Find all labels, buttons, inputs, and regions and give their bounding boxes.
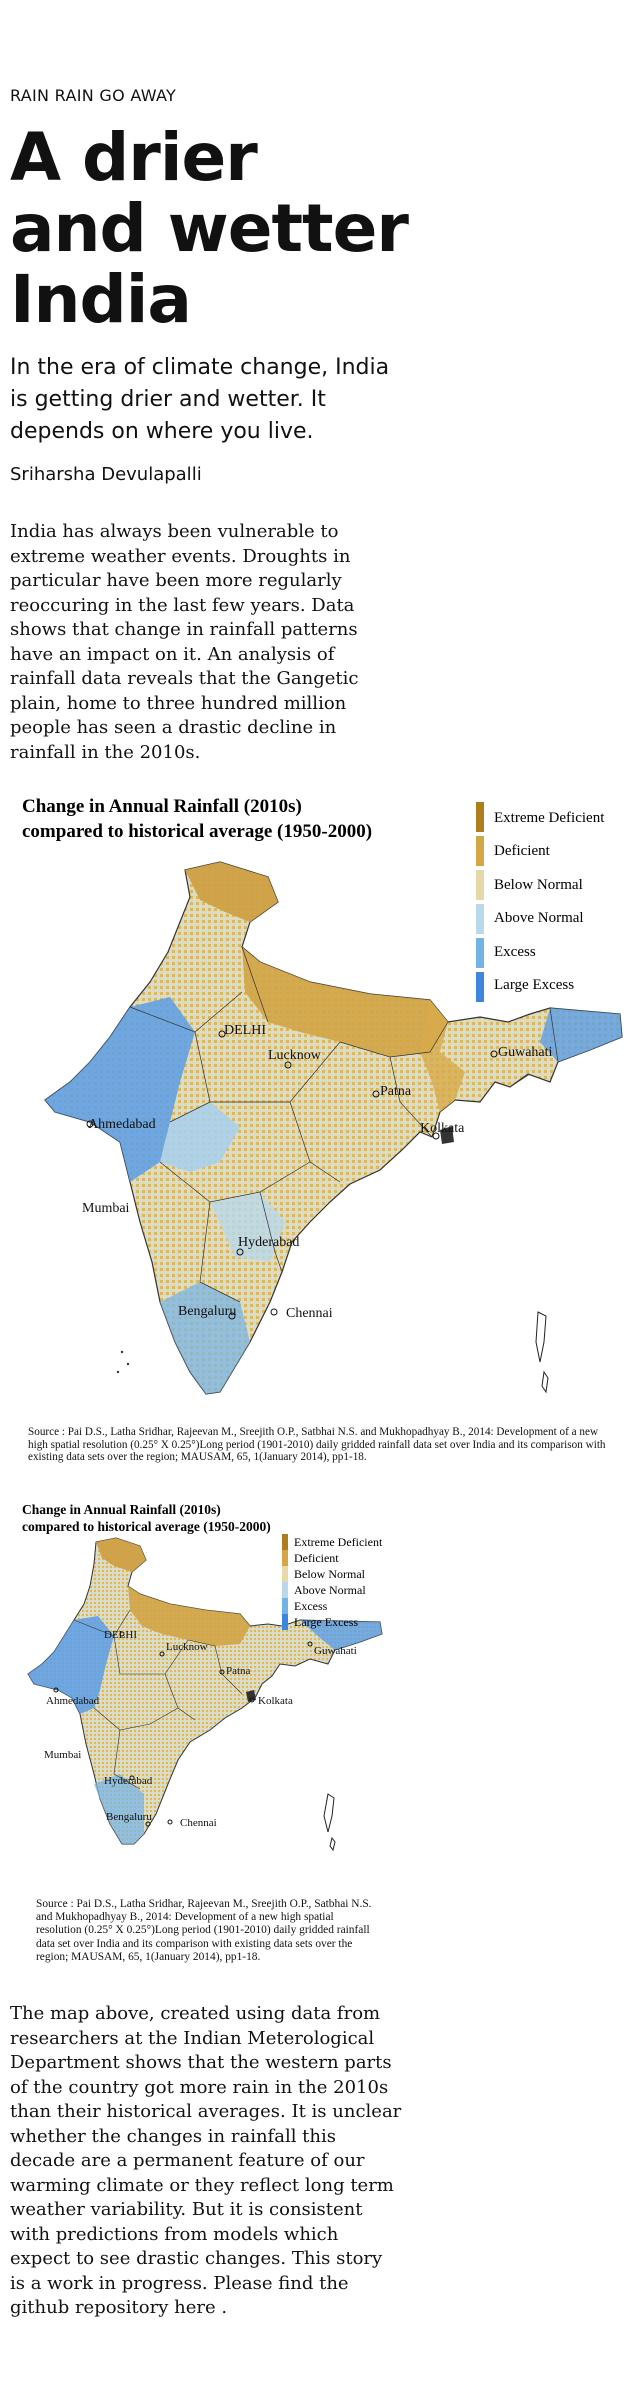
article-title: A drier and wetter India	[10, 119, 409, 338]
kicker: RAIN RAIN GO AWAY	[10, 86, 177, 105]
legend-label: Large Excess	[294, 1615, 358, 1629]
city-marker	[236, 1248, 244, 1256]
city-marker	[490, 1050, 498, 1058]
rainfall-map-large-svg: Change in Annual Rainfall (2010s) compar…	[22, 796, 623, 1395]
city-marker	[432, 1132, 440, 1140]
city-label-hyderabad: Hyderabad	[104, 1775, 153, 1787]
city-label-delhi: DELHI	[104, 1629, 137, 1641]
map-title-line-1: Change in Annual Rainfall (2010s)	[22, 796, 302, 817]
city-label-ahmedabad: Ahmedabad	[46, 1695, 100, 1707]
legend-label: Excess	[494, 944, 536, 960]
rainfall-map-large: Change in Annual Rainfall (2010s) compar…	[10, 782, 630, 1422]
india-landmass	[44, 861, 623, 1395]
article-dek: In the era of climate change, India is g…	[10, 355, 390, 444]
city-marker	[270, 1308, 278, 1316]
city-label-chennai: Chennai	[180, 1817, 217, 1829]
city-label-kolkata: Kolkata	[420, 1121, 465, 1136]
city-label-lucknow: Lucknow	[166, 1641, 208, 1653]
city-label-guwahati: Guwahati	[314, 1645, 357, 1657]
city-marker	[219, 1669, 225, 1675]
legend-label: Above Normal	[294, 1583, 366, 1597]
legend-label: Below Normal	[294, 1567, 366, 1581]
city-marker	[218, 1030, 226, 1038]
legend-label: Extreme Deficient	[294, 1535, 383, 1549]
city-label-bengaluru: Bengaluru	[106, 1811, 152, 1823]
india-landmass-small	[27, 1537, 383, 1852]
rainfall-map-small-svg: Change in Annual Rainfall (2010s) compar…	[22, 1502, 383, 1852]
city-marker	[129, 1775, 135, 1781]
city-marker	[86, 1120, 94, 1128]
legend-label: Large Excess	[494, 977, 574, 993]
city-label-chennai: Chennai	[286, 1306, 333, 1321]
city-marker	[167, 1819, 173, 1825]
legend-label: Excess	[294, 1599, 328, 1613]
city-marker	[249, 1697, 255, 1703]
city-marker	[119, 1631, 125, 1637]
city-marker	[284, 1061, 292, 1069]
city-label-lucknow: Lucknow	[268, 1048, 322, 1063]
legend-label: Extreme Deficient	[494, 810, 605, 826]
map-small-title-line-2: compared to historical average (1950-200…	[22, 1519, 271, 1534]
byline: Sriharsha Devulapalli	[10, 464, 202, 485]
city-label-mumbai: Mumbai	[82, 1201, 130, 1216]
city-marker	[159, 1651, 165, 1657]
map-small-legend: Extreme Deficient Deficient Below Normal…	[282, 1534, 383, 1630]
map-source-large: Source : Pai D.S., Latha Sridhar, Rajeev…	[28, 1426, 606, 1463]
map-source-small: Source : Pai D.S., Latha Sridhar, Rajeev…	[36, 1898, 372, 1963]
legend-label: Below Normal	[494, 877, 583, 893]
map-small-title-line-1: Change in Annual Rainfall (2010s)	[22, 1502, 221, 1517]
legend-label: Above Normal	[494, 910, 584, 926]
city-label-ahmedabad: Ahmedabad	[88, 1117, 156, 1132]
city-label-hyderabad: Hyderabad	[238, 1235, 299, 1250]
paragraph-intro: India has always been vulnerable to extr…	[10, 521, 359, 763]
city-label-guwahati: Guwahati	[498, 1045, 553, 1060]
city-label-delhi: DELHI	[224, 1023, 266, 1038]
map-title-line-2: compared to historical average (1950-200…	[22, 821, 372, 842]
rainfall-map-small: Change in Annual Rainfall (2010s) compar…	[10, 1494, 390, 1894]
map-legend: Extreme Deficient Deficient Below Normal…	[476, 802, 605, 1002]
city-marker	[307, 1641, 313, 1647]
city-label-patna: Patna	[380, 1084, 412, 1099]
city-label-mumbai: Mumbai	[44, 1749, 81, 1761]
city-marker	[53, 1687, 59, 1693]
paragraph-conclusion-text: The map above, created using data from r…	[10, 2003, 402, 2318]
city-labels-small: DELHI Lucknow Patna Guwahati Kolkata Ahm…	[44, 1629, 357, 1829]
city-marker	[228, 1312, 236, 1320]
city-labels: DELHI Lucknow Patna Guwahati Kolkata Ahm…	[82, 1023, 553, 1321]
city-label-patna: Patna	[226, 1665, 251, 1677]
city-marker	[372, 1090, 380, 1098]
city-label-kolkata: Kolkata	[258, 1695, 293, 1707]
city-marker	[145, 1821, 151, 1827]
city-label-bengaluru: Bengaluru	[178, 1304, 236, 1319]
legend-label: Deficient	[294, 1551, 339, 1565]
github-repository-link[interactable]: here	[174, 2297, 216, 2318]
legend-label: Deficient	[494, 843, 551, 859]
paragraph-conclusion-end: .	[215, 2297, 228, 2318]
paragraph-conclusion: The map above, created using data from r…	[10, 2002, 402, 2321]
